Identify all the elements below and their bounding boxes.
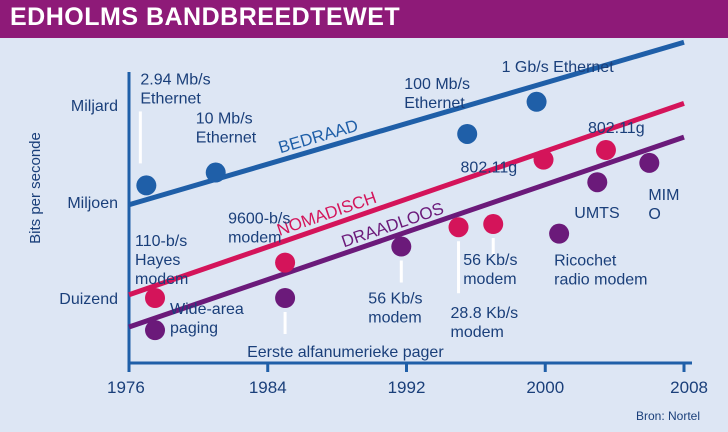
data-point-draadloos [639,152,660,173]
point-label-line: 10 Mb/s [196,111,253,128]
point-label: Wide-area paging [170,301,244,337]
point-label-line: 28.8 Kb/s [451,305,519,322]
data-point-draadloos [275,288,296,308]
point-label-line: modem [463,271,516,288]
point-label-line: O [648,206,660,223]
point-label: 100 Mb/s Ethernet [404,76,470,112]
data-point-bedraad [205,162,226,183]
data-point-bedraad [457,123,478,144]
point-label-line: 1 Gb/s Ethernet [502,59,615,76]
point-label: 802.11g [588,120,645,137]
data-point-nomadisch [595,140,616,161]
x-tick-label: 1984 [249,378,287,397]
point-label-line: modem [451,324,504,341]
point-label-line: 802.11g [588,120,645,137]
trend-line-draadloos [128,134,685,330]
point-label-line: 110-b/s [135,233,187,250]
point-label: Ricochet radio modem [554,253,647,289]
data-point-draadloos [391,236,412,257]
data-point-nomadisch [145,288,166,308]
data-point-draadloos [587,172,608,193]
y-tick-label: Miljard [71,98,118,115]
data-point-draadloos [145,320,166,341]
point-label-line: modem [368,310,421,327]
data-point-draadloos [549,223,570,244]
x-tick-label: 1992 [388,378,426,397]
point-label: 2.94 Mb/s Ethernet [140,71,210,107]
y-tick-label-line: Miljoen [67,195,118,212]
point-label-line: Eerste alfanumerieke pager [247,344,444,361]
point-label-line: UMTS [574,205,619,222]
point-label: 56 Kb/s modem [368,291,422,327]
point-label: 56 Kb/s modem [463,252,517,288]
point-label: 1 Gb/s Ethernet [502,59,615,76]
y-axis-label: Bits per seconde [27,132,44,244]
x-tick-label: 2000 [526,378,564,397]
point-label-line: 56 Kb/s [463,252,517,269]
x-tick-label: 2008 [670,378,708,397]
point-label-line: 9600-b/s [228,211,290,228]
point-label-line: Wide-area [170,301,244,318]
point-label: 28.8 Kb/s modem [451,305,519,341]
x-tick-label-line: 2008 [670,378,708,397]
point-label-line: 56 Kb/s [368,291,422,308]
y-tick-label: Duizend [59,291,118,308]
point-label: 10 Mb/s Ethernet [196,111,257,147]
point-label: Eerste alfanumerieke pager [247,344,444,361]
x-tick-label-line: 1984 [249,378,287,397]
point-label: MIM O [648,187,679,223]
point-label-line: radio modem [554,272,647,289]
source-credit: Bron: Nortel [636,409,700,423]
y-tick-label-line: Duizend [59,291,118,308]
x-tick-label-line: 2000 [526,378,564,397]
point-label-line: Ethernet [404,95,465,112]
point-label-line: Ethernet [196,130,257,147]
data-point-nomadisch [483,214,504,235]
data-point-bedraad [526,91,547,112]
point-label-line: Ethernet [140,90,201,107]
point-label-line: Hayes [135,252,180,269]
point-label-line: modem [135,271,188,288]
y-tick-label: Miljoen [67,195,118,212]
x-tick-label-line: 1976 [107,378,145,397]
x-tick-label: 1976 [107,378,145,397]
point-label-line: modem [228,230,281,247]
x-tick-label-line: 1992 [388,378,426,397]
data-point-nomadisch [275,252,296,273]
title-bar: EDHOLMS BANDBREEDTEWET [0,0,728,38]
point-label: 802.11g [461,160,518,177]
data-point-nomadisch [448,217,469,238]
point-label: UMTS [574,205,619,222]
point-label: 9600-b/s modem [228,211,290,247]
y-tick-label-line: Miljard [71,98,118,115]
point-label-line: paging [170,320,218,337]
point-label-line: MIM [648,187,679,204]
point-label-line: 100 Mb/s [404,76,470,93]
point-label-line: 2.94 Mb/s [140,71,210,88]
point-label: 110-b/s Hayes modem [135,233,188,288]
point-label-line: 802.11g [461,160,518,177]
plot-background [0,38,728,432]
data-point-nomadisch [533,149,554,170]
point-label-line: Ricochet [554,253,617,270]
chart-title: EDHOLMS BANDBREEDTEWET [10,3,401,31]
data-point-bedraad [136,175,157,196]
trend-line-nomadisch [128,101,685,298]
